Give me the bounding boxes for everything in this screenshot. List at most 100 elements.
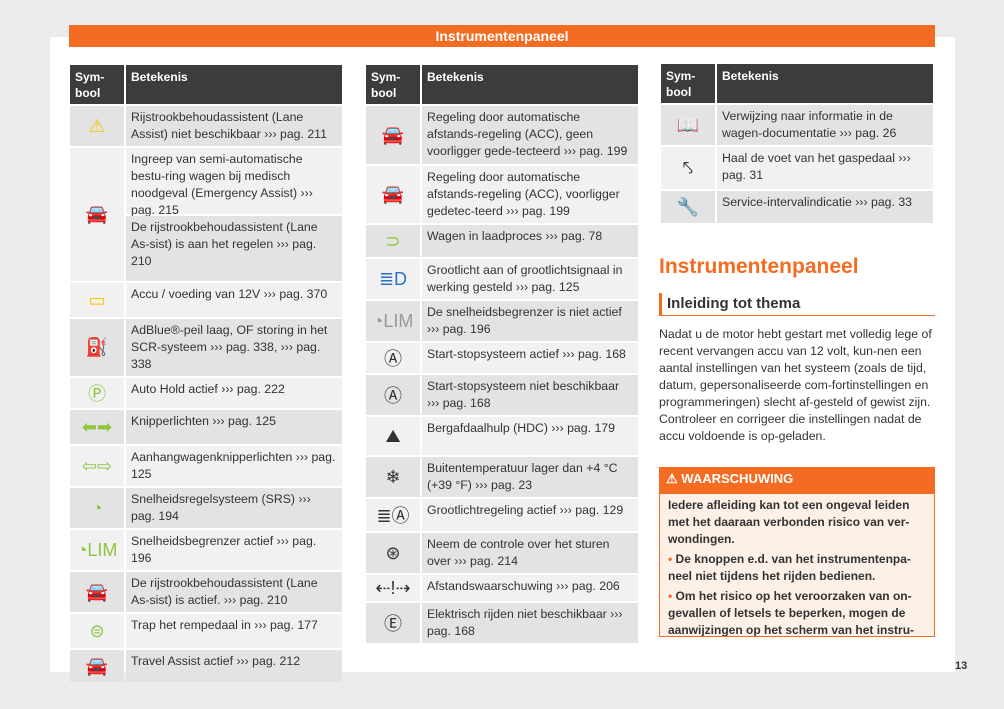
high-beam-icon: ≣D (366, 259, 420, 299)
meaning-text: Grootlichtregeling actief ››› pag. 129 (422, 499, 638, 531)
header-meaning: Betekenis (722, 69, 779, 83)
meaning-text: De rijstrookbehoudassistent (Lane As-sis… (126, 572, 342, 612)
table-row: ⊛ Neem de controle over het sturen over ›… (366, 533, 638, 573)
header-symbol: Sym-bool (70, 65, 126, 104)
meaning-text: Buitentemperatuur lager dan +4 °C (+39 °… (422, 457, 638, 497)
section-banner: Instrumentenpaneel (69, 25, 935, 47)
bullet-icon: • (668, 552, 676, 566)
auto-hold-icon: Ⓟ (70, 378, 124, 408)
meaning-text: Service-intervalindicatie ››› pag. 33 (717, 191, 933, 223)
meaning-text: Neem de controle over het sturen over ››… (422, 533, 638, 573)
manual-book-icon: 📖 (661, 105, 715, 145)
warning-title: WAARSCHUWING (681, 471, 794, 486)
table-row: ⬅➡ Knipperlichten ››› pag. 125 (70, 410, 342, 444)
acc-vehicle-icon: 🚘 (366, 166, 420, 223)
table-row: Ⓐ Start-stopsysteem actief ››› pag. 168 (366, 343, 638, 373)
meaning-text: Accu / voeding van 12V ››› pag. 370 (126, 283, 342, 317)
cruise-control-icon: ◔ (70, 488, 124, 528)
high-beam-control-icon: ≣Ⓐ (366, 499, 420, 531)
meaning-text: Start-stopsysteem niet beschikbaar ››› p… (422, 375, 638, 415)
table-row: 🚘 Regeling door automatische afstands-reg… (366, 166, 638, 223)
speed-limiter-icon: ◔LIM (70, 530, 124, 570)
table-header: Sym-bool Betekenis (366, 65, 638, 104)
table-row: ◔ Snelheidsregelsysteem (SRS) ››› pag. 19… (70, 488, 342, 528)
meaning-text: Rijstrookbehoudassistent (Lane Assist) n… (126, 106, 342, 146)
section-subtitle: Inleiding tot thema (659, 293, 935, 316)
meaning-text: Snelheidsregelsysteem (SRS) ››› pag. 194 (126, 488, 342, 528)
table-row: ⊜ Trap het rempedaal in ››› pag. 177 (70, 614, 342, 648)
table-row: Ⓔ Elektrisch rijden niet beschikbaar ››› … (366, 603, 638, 643)
warning-triangle-icon: ⚠ (666, 471, 682, 486)
start-stop-icon: Ⓐ (366, 343, 420, 373)
header-symbol: Sym-bool (366, 65, 422, 104)
table-row: ⚠ Rijstrookbehoudassistent (Lane Assist) … (70, 106, 342, 146)
start-stop-unavailable-icon: Ⓐ (366, 375, 420, 415)
warning-bullet: • Om het risico op het veroorzaken van o… (668, 588, 926, 637)
symbol-table-left: Sym-bool Betekenis ⚠ Rijstrookbehoudassiste… (70, 65, 342, 684)
meaning-text: Verwijzing naar informatie in de wagen-d… (717, 105, 933, 145)
warning-intro: Iedere afleiding kan tot een ongeval lei… (668, 498, 910, 546)
meaning-text: Haal de voet van het gaspedaal ››› pag. … (717, 147, 933, 189)
meaning-text: Auto Hold actief ››› pag. 222 (126, 378, 342, 408)
warning-header: ⚠ WAARSCHUWING (660, 468, 934, 494)
header-meaning: Betekenis (131, 70, 188, 84)
meaning-text: De snelheidsbegrenzer is niet actief ›››… (422, 301, 638, 341)
speed-limiter-inactive-icon: ◔LIM (366, 301, 420, 341)
meaning-text: Knipperlichten ››› pag. 125 (126, 410, 342, 444)
lane-assist-active-icon: 🚘 (70, 572, 124, 612)
table-row: ⊃ Wagen in laadproces ››› pag. 78 (366, 225, 638, 257)
page-number: 13 (955, 660, 968, 672)
meaning-text: Regeling door automatische afstands-rege… (422, 166, 638, 223)
warning-bullet-text: De knoppen e.d. van het instrumentenpa-n… (668, 552, 911, 583)
meaning-text: Afstandswaarschuwing ››› pag. 206 (422, 575, 638, 601)
steering-wheel-hands-icon: ⊛ (366, 533, 420, 573)
section-title: Instrumentenpaneel (659, 255, 859, 278)
table-row: 🚘 Travel Assist actief ››› pag. 212 (70, 650, 342, 682)
table-header: Sym-bool Betekenis (661, 64, 933, 103)
meaning-text: Grootlicht aan of grootlichtsignaal in w… (422, 259, 638, 299)
warning-bullet-text: Om het risico op het veroorzaken van on-… (668, 589, 915, 637)
table-header: Sym-bool Betekenis (70, 65, 342, 104)
lane-assist-unavailable-icon: ⚠ (70, 106, 124, 146)
table-row: 🚘 Regeling door automatische afstands-reg… (366, 106, 638, 164)
table-row: 🚘 De rijstrookbehoudassistent (Lane As-si… (70, 572, 342, 612)
header-symbol: Sym-bool (661, 64, 717, 103)
charging-plug-icon: ⊃ (366, 225, 420, 257)
table-row: 📖 Verwijzing naar informatie in de wagen-… (661, 105, 933, 145)
symbol-table-right: Sym-bool Betekenis 📖 Verwijzing naar inform… (661, 64, 933, 225)
meaning-text: Regeling door automatische afstands-rege… (422, 106, 638, 164)
bullet-icon: • (668, 589, 676, 603)
table-row: ⇦⇨ Aanhangwagenknipperlichten ››› pag. 12… (70, 446, 342, 486)
meaning-text: Elektrisch rijden niet beschikbaar ››› p… (422, 603, 638, 643)
battery-icon: ▭ (70, 283, 124, 317)
meaning-text: Aanhangwagenknipperlichten ››› pag. 125 (126, 446, 342, 486)
table-row: ◔LIM Snelheidsbegrenzer actief ››› pag. 1… (70, 530, 342, 570)
snowflake-icon: ❄ (366, 457, 420, 497)
meaning-text: AdBlue®-peil laag, OF storing in het SCR… (126, 319, 342, 376)
table-row: ◔LIM De snelheidsbegrenzer is niet actief… (366, 301, 638, 341)
lane-assist-car-icon: 🚘 (70, 148, 124, 281)
table-row: 🚘 Ingreep van semi-automatische bestu-rin… (70, 148, 342, 281)
adblue-nozzle-icon: ⛽ (70, 319, 124, 376)
meaning-text: De rijstrookbehoudassistent (Lane As-sis… (126, 215, 342, 281)
warning-box: ⚠ WAARSCHUWING Iedere afleiding kan tot … (659, 467, 935, 637)
hill-descent-icon: ⛰ (366, 417, 420, 455)
wrench-icon: 🔧 (661, 191, 715, 223)
table-row: ⤣ Haal de voet van het gaspedaal ››› pag.… (661, 147, 933, 189)
table-row: ≣D Grootlicht aan of grootlichtsignaal in… (366, 259, 638, 299)
turn-signals-icon: ⬅➡ (70, 410, 124, 444)
trailer-turn-signals-icon: ⇦⇨ (70, 446, 124, 486)
header-meaning: Betekenis (427, 70, 484, 84)
intro-paragraph: Nadat u de motor hebt gestart met volled… (659, 327, 932, 443)
meaning-text: Wagen in laadproces ››› pag. 78 (422, 225, 638, 257)
electric-driving-unavailable-icon: Ⓔ (366, 603, 420, 643)
meaning-text: Ingreep van semi-automatische bestu-ring… (126, 148, 342, 217)
brake-pedal-icon: ⊜ (70, 614, 124, 648)
table-row: ❄ Buitentemperatuur lager dan +4 °C (+39 … (366, 457, 638, 497)
table-row: 🔧 Service-intervalindicatie ››› pag. 33 (661, 191, 933, 223)
meaning-text: Start-stopsysteem actief ››› pag. 168 (422, 343, 638, 373)
table-row: ⛽ AdBlue®-peil laag, OF storing in het SC… (70, 319, 342, 376)
acc-no-vehicle-icon: 🚘 (366, 106, 420, 164)
meaning-text: Travel Assist actief ››› pag. 212 (126, 650, 342, 682)
table-row: Ⓐ Start-stopsysteem niet beschikbaar ››› … (366, 375, 638, 415)
